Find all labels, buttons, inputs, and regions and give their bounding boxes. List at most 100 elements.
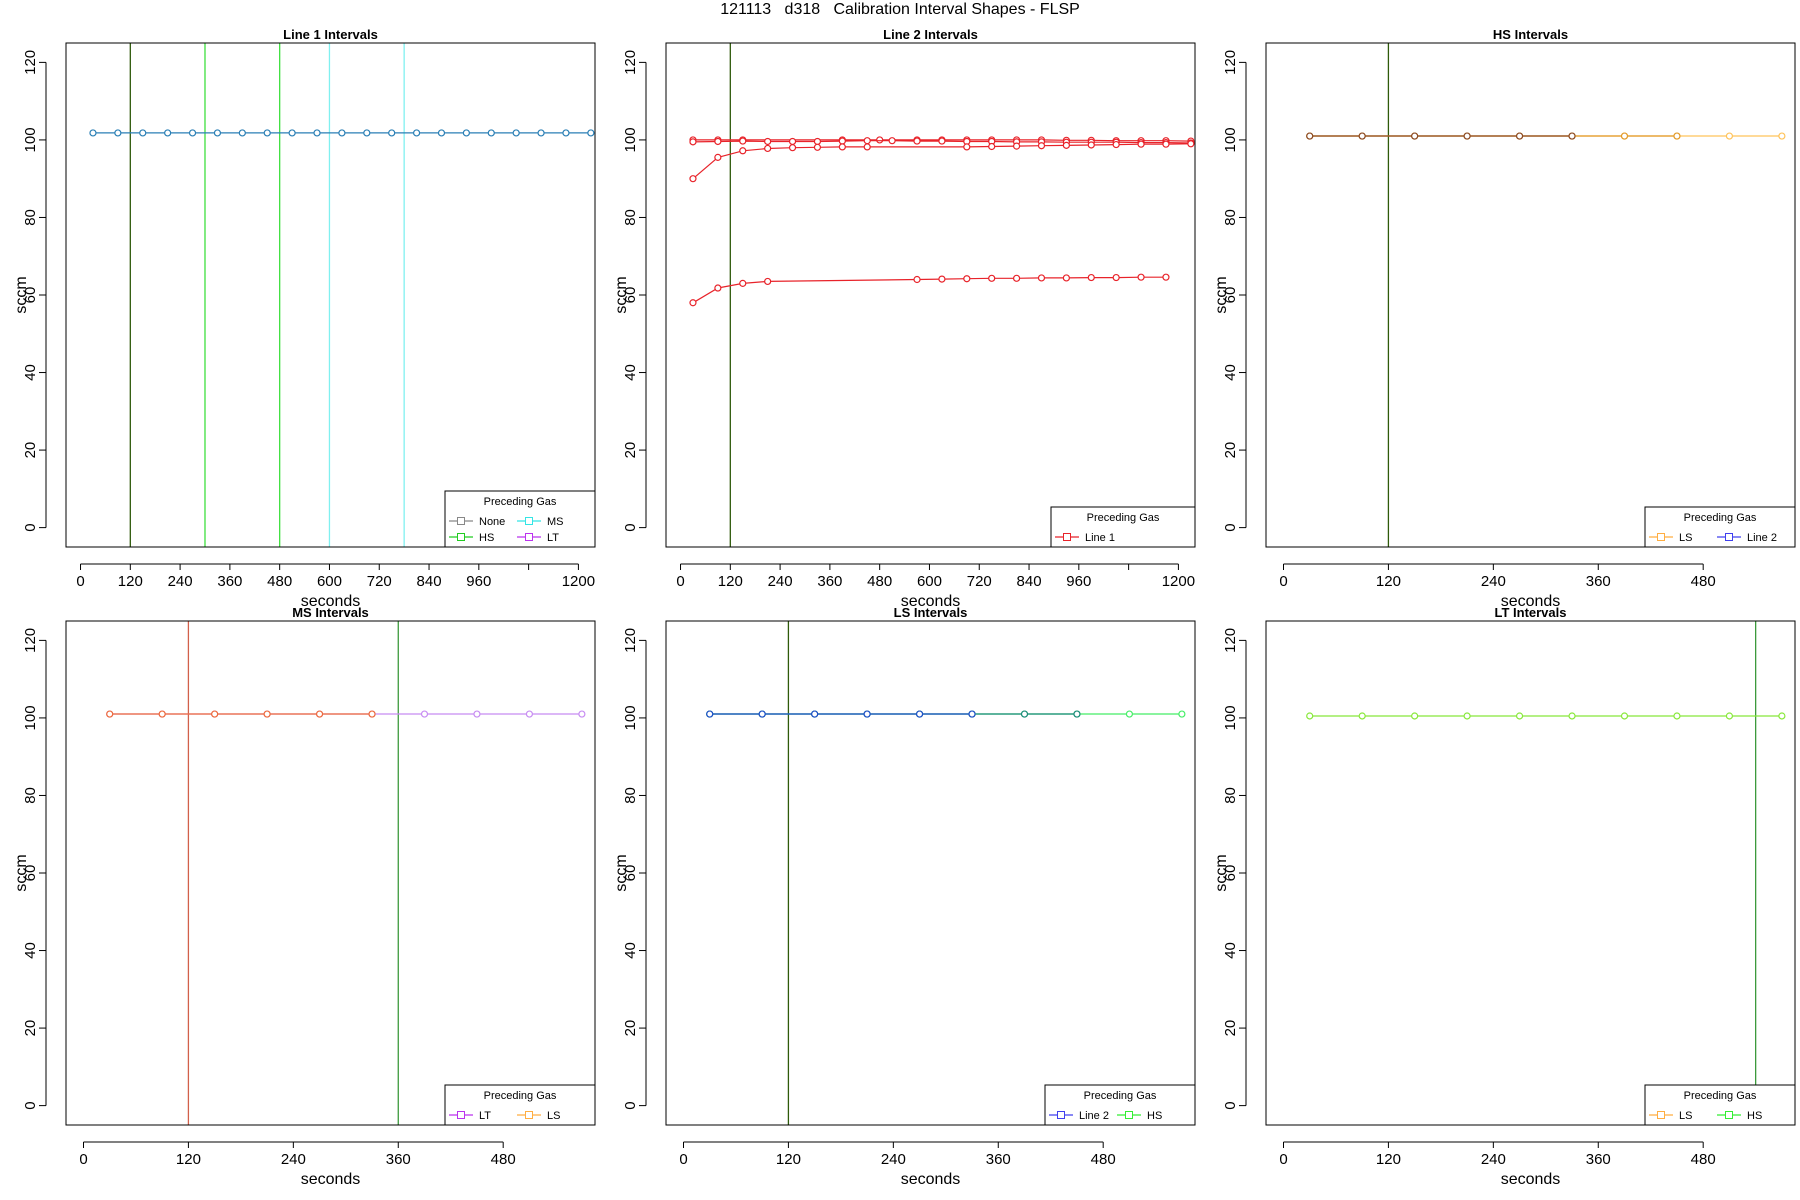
chart-title: HS Intervals: [1493, 27, 1568, 42]
legend-title: Preceding Gas: [484, 1090, 557, 1102]
legend-swatch-marker: [525, 1111, 533, 1119]
legend-swatch-marker: [1125, 1111, 1133, 1119]
y-tick-label: 80: [1222, 787, 1239, 804]
data-point: [1178, 710, 1186, 718]
chart-panel-ls: LS Intervals 0 20 40 60 80 100 120 sccm 0 120 240 36…: [600, 603, 1200, 1188]
data-point: [338, 129, 346, 137]
x-tick-label: 0: [76, 573, 84, 590]
legend-label: None: [479, 516, 505, 528]
data-point: [1725, 132, 1734, 140]
y-tick-label: 20: [22, 442, 39, 459]
legend-swatch-marker: [457, 1111, 465, 1119]
data-point: [739, 279, 747, 287]
data-point: [813, 143, 822, 151]
data-point: [1087, 273, 1095, 282]
series-line: [692, 143, 1191, 180]
data-point: [739, 137, 747, 145]
data-point: [876, 136, 884, 144]
y-tick-label: 120: [1222, 628, 1239, 653]
legend-swatch-marker: [1725, 1111, 1733, 1119]
y-axis-label: sccm: [613, 854, 630, 891]
chart-panel-ms: MS Intervals 0 20 40 60 80 100 120 sccm 0 120 240 36…: [0, 603, 600, 1188]
y-tick-label: 80: [622, 209, 639, 226]
y-tick-label: 60: [622, 865, 639, 882]
chart-title: LS Intervals: [894, 605, 968, 620]
legend: Preceding Gas Line 1: [1050, 506, 1196, 548]
chart-title: LT Intervals: [1494, 605, 1566, 620]
legend-swatch-marker: [457, 533, 465, 541]
legend-swatch-marker: [1657, 533, 1665, 541]
chart-title: MS Intervals: [292, 605, 369, 620]
chart-svg: Line 2 Intervals 0 20 40 60 80 100 120 sccm 0 120 2…: [613, 27, 1196, 610]
data-point: [1463, 712, 1471, 720]
y-tick-label: 120: [22, 50, 39, 75]
data-point: [1568, 132, 1576, 140]
x-tick-label: 0: [679, 1151, 687, 1168]
data-point: [164, 129, 172, 137]
data-point: [1062, 274, 1070, 282]
legend-swatch-marker: [525, 533, 533, 541]
data-point: [1673, 712, 1681, 720]
y-tick-label: 20: [622, 442, 639, 459]
x-tick-label: 0: [676, 573, 684, 590]
data-point: [963, 143, 971, 151]
data-point: [1037, 142, 1046, 150]
data-point: [764, 137, 772, 146]
y-tick-label: 80: [22, 209, 39, 226]
legend-swatch-marker: [525, 517, 533, 525]
data-point: [764, 144, 772, 153]
legend-box: [1050, 506, 1196, 548]
data-point: [938, 137, 946, 145]
x-tick-label: 0: [79, 1151, 87, 1168]
x-tick-label: 240: [281, 1151, 306, 1168]
y-tick-label: 100: [622, 127, 639, 152]
x-tick-label: 360: [217, 573, 242, 590]
data-point: [1125, 710, 1134, 718]
data-point: [1515, 712, 1524, 720]
legend-label: Line 1: [1085, 532, 1115, 544]
y-tick-label: 60: [22, 287, 39, 304]
data-point: [512, 129, 520, 137]
legend-label: HS: [1147, 1110, 1162, 1122]
legend: Preceding Gas None MS HS LT: [444, 490, 596, 548]
data-point: [1137, 273, 1145, 281]
y-tick-label: 100: [22, 127, 39, 152]
plot-frame: [65, 620, 596, 1126]
data-point: [689, 175, 697, 183]
x-tick-label: 840: [417, 573, 442, 590]
y-tick-label: 20: [622, 1020, 639, 1037]
data-point: [313, 129, 321, 137]
x-tick-label: 240: [881, 1151, 906, 1168]
legend: Preceding Gas LT LS: [444, 1084, 596, 1126]
data-point: [689, 138, 697, 146]
data-point: [863, 137, 871, 145]
legend-swatch-marker: [1725, 533, 1733, 541]
legend-box: [444, 490, 596, 548]
y-tick-label: 40: [622, 942, 639, 959]
data-point: [1112, 273, 1120, 282]
data-point: [1137, 140, 1145, 148]
data-point: [1162, 273, 1170, 281]
legend-label: LT: [479, 1110, 491, 1122]
legend-box: [444, 1084, 596, 1126]
legend-title: Preceding Gas: [1084, 1090, 1157, 1102]
plot-frame: [65, 42, 596, 548]
legend-title: Preceding Gas: [1684, 1090, 1757, 1102]
data-point: [913, 275, 921, 284]
data-point: [525, 710, 534, 718]
data-point: [1162, 140, 1170, 148]
x-tick-label: 480: [1691, 1151, 1716, 1168]
x-tick-label: 0: [1279, 1151, 1287, 1168]
y-tick-label: 40: [1222, 364, 1239, 381]
data-point: [988, 142, 996, 151]
x-tick-label: 120: [718, 573, 743, 590]
data-point: [968, 710, 976, 718]
legend-box: [1044, 1084, 1196, 1126]
data-point: [863, 710, 871, 718]
data-point: [188, 129, 197, 137]
data-point: [1778, 712, 1786, 720]
legend-title: Preceding Gas: [484, 496, 557, 508]
y-tick-label: 60: [622, 287, 639, 304]
x-tick-label: 120: [1376, 1151, 1401, 1168]
y-axis-label: sccm: [13, 854, 30, 891]
